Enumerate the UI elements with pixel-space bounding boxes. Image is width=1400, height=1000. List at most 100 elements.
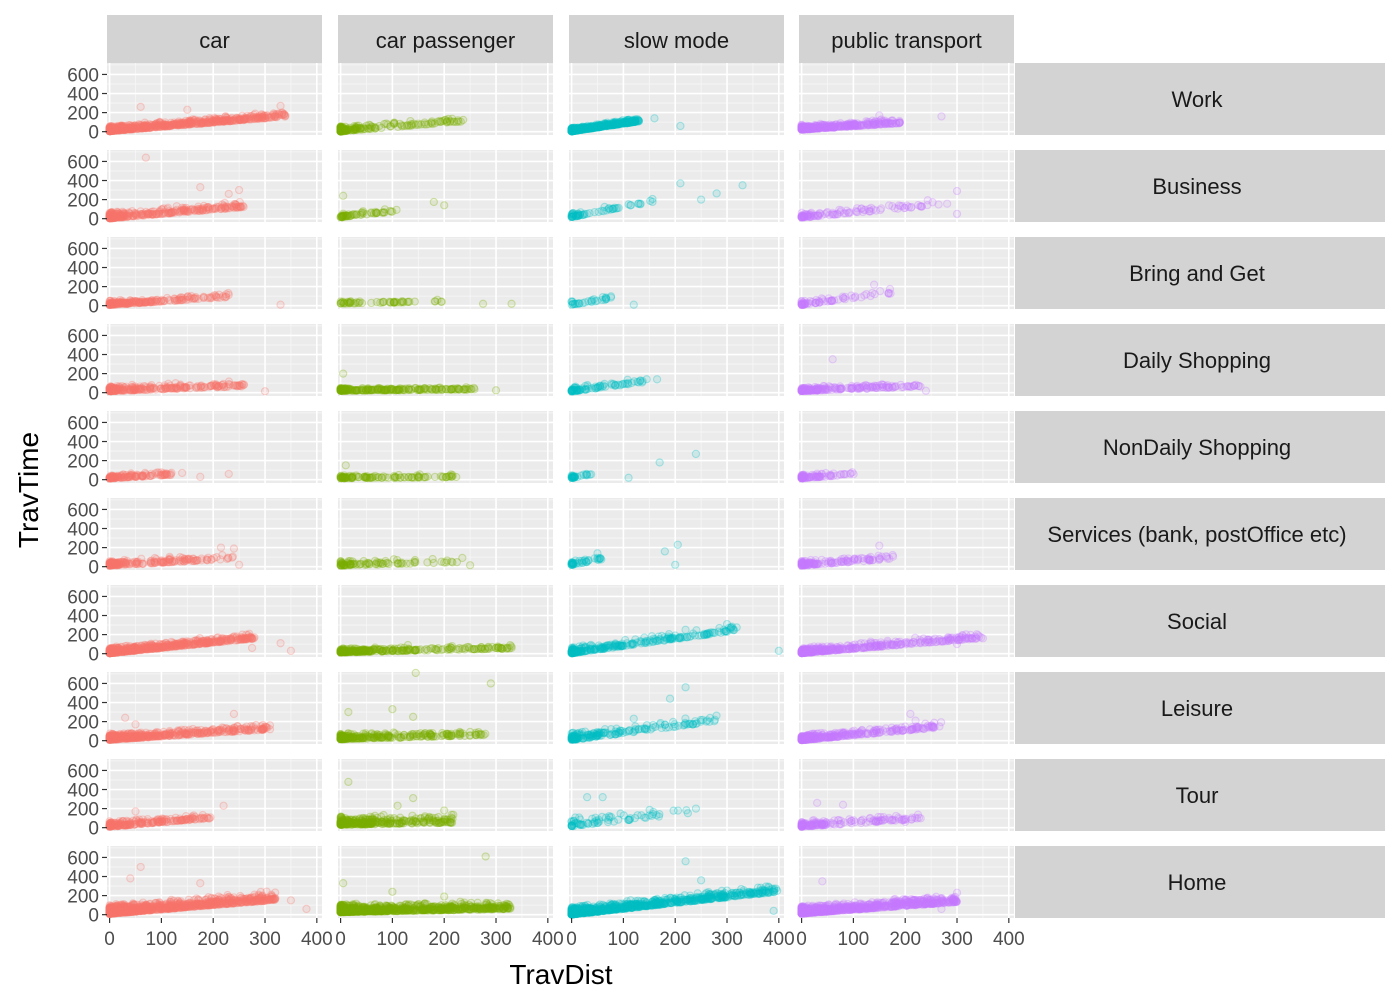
facet-panel [105,585,322,658]
facet-panel [567,237,784,309]
data-point [336,559,346,569]
data-point [580,209,589,218]
data-point [224,189,233,199]
data-point [212,114,221,124]
data-point [197,119,206,128]
data-point [222,554,232,564]
data-point [216,543,226,552]
data-point [671,560,680,569]
facet-panel [567,411,784,483]
data-point [110,124,119,133]
data-point [371,209,380,218]
data-point [423,472,432,481]
data-point [834,295,843,304]
data-point [114,124,123,134]
data-point [369,385,378,394]
data-point [881,552,891,561]
data-point [862,117,871,126]
data-point [112,124,121,133]
data-point [122,125,131,134]
data-point [389,298,398,307]
data-point [336,297,345,306]
data-point [122,385,131,394]
data-point [128,211,137,221]
data-point [812,295,821,305]
data-point [902,382,911,391]
data-point [459,115,468,125]
data-point [211,117,220,126]
facet-panel [797,237,1014,310]
data-point [588,384,597,393]
data-point [817,384,826,394]
facet-panel [797,324,1014,396]
data-point [914,200,923,210]
data-point [864,553,874,563]
column-strip [569,15,784,63]
data-point [192,117,202,126]
data-point [218,116,228,125]
row-strip-label: Business [1152,174,1241,199]
data-point [507,299,516,308]
data-point [177,468,187,478]
data-point [235,115,244,124]
data-point [434,383,443,393]
data-point [835,384,844,393]
facet-panel [336,237,553,309]
data-point [393,122,403,131]
row-strip [1015,63,1385,135]
data-point [337,126,346,135]
data-point [152,119,161,128]
data-point [141,153,151,162]
data-point [154,297,163,306]
facet-panel [105,150,322,223]
data-point [607,120,616,130]
data-point [227,116,236,125]
data-point [857,204,866,214]
facet-panel [105,498,322,570]
data-point [208,116,217,125]
data-point [440,558,449,567]
row-strip-label: Social [1167,609,1227,634]
data-point [181,120,191,129]
facet-panel [567,150,784,222]
data-point [183,205,192,215]
data-point [213,382,223,391]
row-strip-label: NonDaily Shopping [1103,435,1291,460]
data-point [204,202,213,212]
data-point [430,297,439,306]
row-strip [1015,411,1385,483]
data-point [145,123,154,132]
data-point [221,115,230,125]
data-point [197,204,206,213]
facet-panel [567,324,784,396]
data-point [393,555,402,565]
facet-panel [105,237,322,310]
data-point [166,121,176,130]
data-point [105,298,114,308]
data-point [838,120,847,129]
data-point [276,300,285,309]
data-point [234,203,243,212]
data-point [888,202,897,211]
row-strip-label: Leisure [1161,696,1233,721]
data-point [420,384,429,393]
row-strip [1015,498,1385,570]
row-strip-label: Home [1168,870,1227,895]
data-point [181,120,190,129]
data-point [271,111,280,120]
data-point [567,560,576,569]
data-point [141,120,151,129]
data-point [221,112,230,122]
data-point [224,469,233,479]
data-point [165,121,174,131]
data-point [174,295,183,304]
data-point [106,126,115,135]
row-strip [1015,324,1385,396]
data-point [365,559,374,569]
row-strip-label: Daily Shopping [1123,348,1271,373]
data-point [952,209,962,219]
data-point [187,118,196,128]
data-point [117,473,126,482]
data-point [660,547,669,556]
